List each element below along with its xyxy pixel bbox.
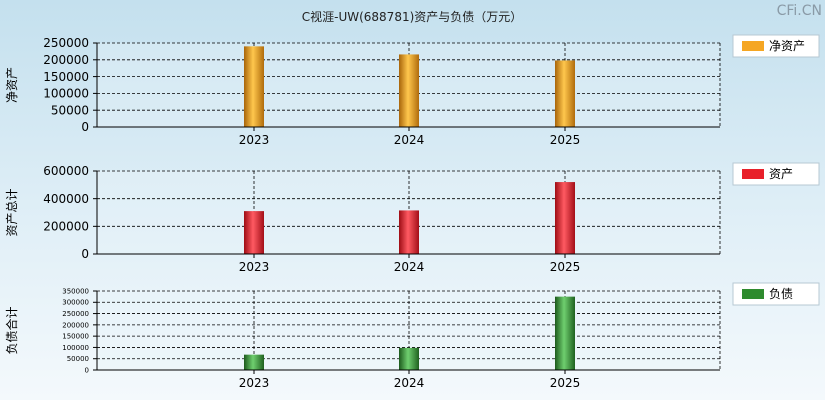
y-tick-label: 50000 [67, 355, 89, 363]
watermark: CFi.CN [777, 3, 822, 19]
y-tick-label: 600000 [43, 164, 89, 178]
y-tick-label: 150000 [43, 70, 89, 84]
x-tick-label: 2023 [239, 376, 270, 390]
bar [399, 54, 419, 128]
bar [555, 296, 575, 370]
legend-swatch [742, 289, 764, 299]
x-tick-label: 2025 [550, 260, 581, 274]
legend-box [732, 162, 820, 186]
y-tick-label: 200000 [43, 53, 89, 67]
bar [244, 46, 264, 127]
y-tick-label: 0 [85, 366, 89, 374]
bar [399, 210, 419, 254]
y-tick-label: 400000 [43, 192, 89, 206]
bar [555, 182, 575, 254]
bar [555, 60, 575, 127]
y-axis-label: 资产总计 [5, 188, 19, 236]
x-tick-label: 2025 [550, 133, 581, 147]
y-tick-label: 250000 [62, 310, 89, 318]
legend-swatch [742, 169, 764, 179]
y-tick-label: 200000 [62, 321, 89, 329]
y-tick-label: 0 [81, 247, 89, 261]
y-tick-label: 350000 [62, 287, 89, 295]
bar [399, 347, 419, 370]
y-tick-label: 300000 [62, 299, 89, 307]
y-tick-label: 150000 [62, 333, 89, 341]
chart-title: C视涯-UW(688781)资产与负债（万元） [302, 9, 523, 24]
legend-label: 净资产 [769, 39, 805, 53]
legend-box [732, 282, 820, 306]
y-axis-label: 净资产 [5, 67, 19, 103]
y-tick-label: 100000 [43, 87, 89, 101]
y-tick-label: 0 [81, 120, 89, 134]
y-tick-label: 100000 [62, 344, 89, 352]
x-tick-label: 2023 [239, 133, 270, 147]
bar [244, 354, 264, 370]
y-tick-label: 250000 [43, 36, 89, 50]
x-tick-label: 2024 [394, 376, 425, 390]
legend-label: 负债 [769, 287, 793, 301]
legend-swatch [742, 41, 764, 51]
x-tick-label: 2023 [239, 260, 270, 274]
y-tick-label: 200000 [43, 220, 89, 234]
x-tick-label: 2024 [394, 260, 425, 274]
legend-box [732, 34, 820, 58]
x-tick-label: 2024 [394, 133, 425, 147]
y-tick-label: 50000 [51, 103, 89, 117]
bar [244, 211, 264, 254]
y-axis-label: 负债合计 [4, 306, 19, 354]
legend-label: 资产 [769, 167, 793, 181]
x-tick-label: 2025 [550, 376, 581, 390]
